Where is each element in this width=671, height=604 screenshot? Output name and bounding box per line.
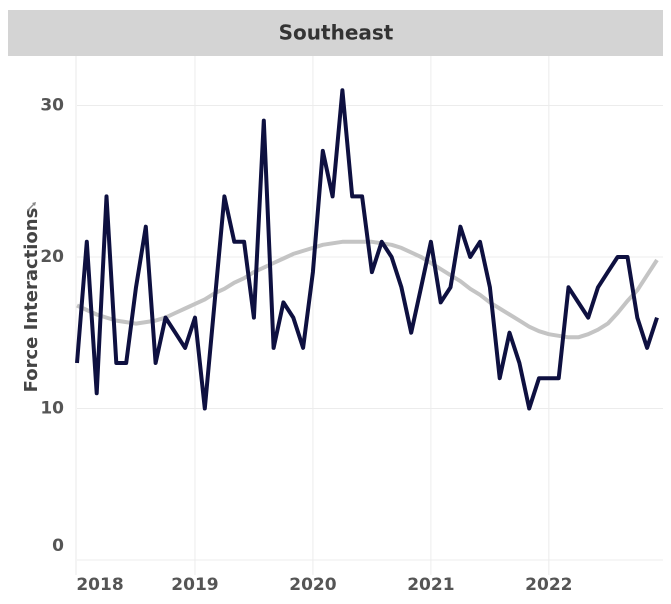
chart-title: Southeast (279, 21, 394, 45)
y-axis-title-group: Force Interactions (21, 208, 42, 393)
x-tick-label: 2019 (171, 575, 218, 595)
x-tick-label: 2018 (76, 575, 123, 595)
pin-icon (27, 202, 36, 211)
series-line (75, 88, 659, 411)
header-bar (8, 10, 663, 56)
x-tick-label: 2021 (407, 575, 454, 595)
y-tick-label: 30 (40, 95, 64, 115)
y-axis-title: Force Interactions (21, 208, 42, 393)
x-tick-label: 2020 (289, 575, 336, 595)
x-tick-label: 2022 (525, 575, 572, 595)
y-tick-label: 0 (52, 536, 64, 556)
y-tick-label: 20 (40, 247, 64, 267)
y-tick-label: 10 (40, 398, 64, 418)
